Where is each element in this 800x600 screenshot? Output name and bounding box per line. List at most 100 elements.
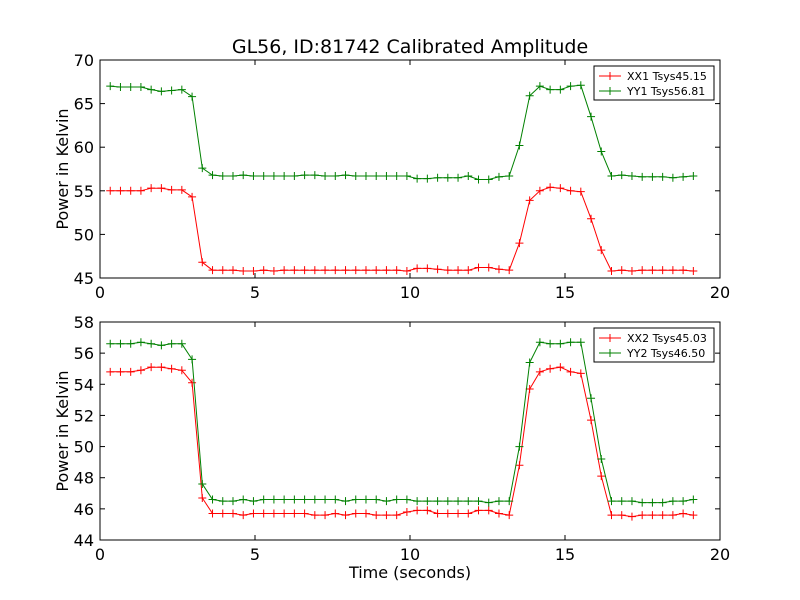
data-point [617,497,626,506]
data-point [464,171,473,180]
data-point [290,171,299,180]
data-point [515,442,524,451]
data-point [515,461,524,470]
series-line [110,366,694,518]
y-tick-label: 58 [74,313,94,332]
data-point [372,511,381,520]
data-point [454,173,463,182]
data-point [280,266,289,275]
data-point [331,266,340,275]
data-point [556,85,565,94]
data-point [535,186,544,195]
data-point [402,267,411,276]
data-point [259,171,268,180]
x-tick-label: 5 [250,545,260,564]
data-point [351,509,360,518]
data-point [310,266,319,275]
data-point [689,495,698,504]
data-point [239,267,248,276]
data-point [392,171,401,180]
data-point [177,85,186,94]
data-point [157,363,166,372]
data-point [525,91,534,100]
data-point [443,173,452,182]
data-point [341,511,350,520]
data-point [280,495,289,504]
data-point [627,267,636,276]
data-point [484,498,493,507]
data-point [658,172,667,181]
y-tick-label: 46 [74,500,94,519]
series-2 [106,81,698,184]
data-point [177,185,186,194]
data-point [269,267,278,276]
data-point [321,266,330,275]
data-point [382,266,391,275]
data-point [494,172,503,181]
data-point [136,366,145,375]
data-point [157,87,166,96]
data-point [188,378,197,387]
data-point [627,171,636,180]
data-point [638,172,647,181]
data-point [443,266,452,275]
data-point [402,171,411,180]
data-point [300,495,309,504]
data-point [208,495,217,504]
legend: XX1 Tsys45.15 YY1 Tsys56.81 [593,65,715,101]
data-point [218,497,227,506]
data-point [474,506,483,515]
data-point [259,509,268,518]
y-axis-label: Power in Kelvin [53,370,72,491]
data-point [668,511,677,520]
data-point [167,364,176,373]
data-point [668,173,677,182]
x-tick-label: 10 [400,283,420,302]
data-point [382,511,391,520]
data-point [351,266,360,275]
data-point [668,266,677,275]
data-point [126,367,135,376]
data-point [331,509,340,518]
data-point [638,498,647,507]
data-point [116,339,125,348]
data-point [505,511,514,520]
legend-label: XX2 Tsys45.03 [627,332,707,345]
legend-box [593,65,715,101]
data-point [136,338,145,347]
data-point [167,339,176,348]
data-point [607,511,616,520]
y-tick-label: 48 [74,469,94,488]
data-point [546,364,555,373]
legend-label: YY1 Tsys56.81 [626,85,705,98]
data-point [576,81,585,90]
data-point [566,367,575,376]
series-line [110,186,694,272]
data-point [679,266,688,275]
data-point [106,82,115,91]
data-point [361,509,370,518]
data-point [116,186,125,195]
data-point [535,367,544,376]
y-tick-label: 55 [74,182,94,201]
series-1 [106,183,698,276]
data-point [392,495,401,504]
data-point [474,263,483,272]
data-point [546,85,555,94]
data-point [228,266,237,275]
data-point [402,495,411,504]
y-tick-label: 50 [74,438,94,457]
data-point [423,506,432,515]
data-point [433,173,442,182]
data-point [433,265,442,274]
data-point [658,511,667,520]
data-point [525,358,534,367]
x-tick-label: 15 [555,545,575,564]
data-point [597,472,606,481]
data-point [587,112,596,121]
data-point [576,369,585,378]
legend-label: YY2 Tsys46.50 [626,347,705,360]
data-point [494,509,503,518]
subplot-2: 0 5 10 15 20 44 46 48 50 52 54 56 58 Power in Kelvin T… [53,313,730,582]
